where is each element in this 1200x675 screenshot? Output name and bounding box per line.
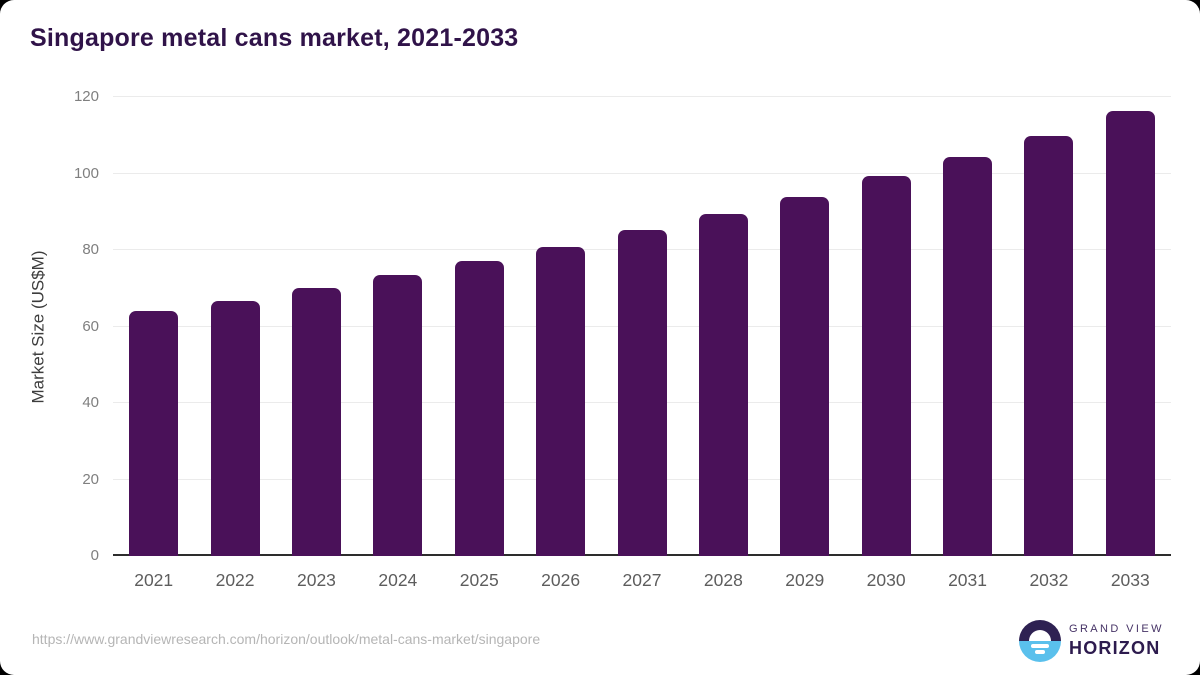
- brand-name-bottom: HORIZON: [1069, 638, 1161, 658]
- brand-name-top: GRAND VIEW: [1069, 623, 1164, 635]
- y-tick-label-80: 80: [82, 241, 99, 258]
- y-tick-label-20: 20: [82, 470, 99, 488]
- bar-2030: [861, 176, 911, 556]
- bar-chart-plot-area: [113, 96, 1171, 556]
- y-tick-label-60: 60: [82, 317, 99, 335]
- sun-reflection-bar: [1031, 644, 1049, 648]
- x-tick-label-2029: 2029: [785, 570, 825, 590]
- x-tick-label-2028: 2028: [703, 570, 743, 590]
- sun-reflection-bar: [1035, 650, 1045, 654]
- horizon-sun-icon: [1019, 620, 1061, 662]
- bar-2026: [536, 246, 586, 556]
- bar-2022: [210, 300, 260, 556]
- x-tick-label-2024: 2024: [378, 570, 418, 590]
- x-tick-label-2025: 2025: [459, 570, 499, 590]
- chart-title: Singapore metal cans market, 2021-2033: [30, 24, 519, 52]
- bar-2025: [454, 261, 504, 556]
- x-tick-label-2023: 2023: [296, 570, 336, 590]
- x-tick-label-2027: 2027: [622, 570, 662, 590]
- sun-dome-shape: [1029, 630, 1051, 641]
- gridline-100: [113, 172, 1171, 174]
- bar-2024: [373, 274, 423, 556]
- bar-2021: [129, 311, 179, 556]
- bar-2023: [291, 287, 341, 556]
- x-tick-label-2022: 2022: [215, 570, 255, 590]
- bar-2029: [780, 196, 830, 556]
- x-tick-label-2021: 2021: [134, 570, 174, 590]
- y-tick-label-120: 120: [73, 88, 99, 105]
- bar-2033: [1105, 111, 1155, 556]
- x-tick-label-2030: 2030: [866, 570, 906, 590]
- bar-2028: [698, 214, 748, 556]
- brand-logo-text: GRAND VIEW HORIZON: [1069, 623, 1164, 659]
- y-tick-label-100: 100: [73, 164, 99, 182]
- bar-2027: [617, 230, 667, 556]
- gridline-120: [113, 96, 1171, 97]
- y-tick-label-40: 40: [82, 394, 99, 411]
- x-tick-label-2033: 2033: [1110, 570, 1150, 590]
- bar-2031: [943, 156, 993, 556]
- y-tick-label-0: 0: [90, 547, 99, 564]
- x-tick-label-2026: 2026: [541, 570, 581, 590]
- x-tick-label-2031: 2031: [948, 570, 987, 590]
- brand-logo: GRAND VIEW HORIZON: [1019, 620, 1164, 662]
- source-url: https://www.grandviewresearch.com/horizo…: [32, 631, 541, 647]
- bar-2032: [1024, 135, 1074, 556]
- x-tick-label-2032: 2032: [1029, 570, 1069, 590]
